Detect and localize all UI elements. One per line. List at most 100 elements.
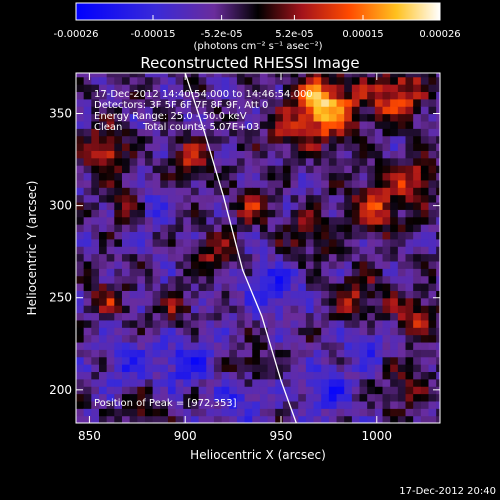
heatmap-cell	[229, 135, 238, 144]
heatmap-cell	[351, 91, 361, 100]
heatmap-cell	[321, 201, 330, 210]
heatmap-cell	[221, 319, 230, 328]
heatmap-cell	[428, 268, 437, 277]
heatmap-cell	[374, 319, 384, 328]
heatmap-cell	[221, 290, 230, 299]
heatmap-cell	[167, 165, 177, 174]
heatmap-cell	[390, 400, 399, 409]
heatmap-cell	[221, 120, 230, 129]
heatmap-cell	[206, 305, 215, 314]
heatmap-cell	[420, 408, 430, 417]
heatmap-cell	[259, 364, 269, 373]
heatmap-cell	[374, 312, 384, 321]
heatmap-cell	[405, 297, 414, 306]
heatmap-cell	[305, 143, 315, 151]
heatmap-cell	[382, 150, 391, 159]
heatmap-cell	[321, 305, 330, 314]
heatmap-cell	[229, 224, 238, 233]
heatmap-cell	[206, 319, 215, 328]
heatmap-cell	[236, 216, 246, 225]
heatmap-cell	[305, 231, 315, 240]
heatmap-cell	[144, 187, 154, 196]
heatmap-cell	[114, 179, 123, 188]
heatmap-cell	[244, 400, 253, 409]
heatmap-cell	[213, 364, 223, 373]
heatmap-cell	[198, 238, 207, 247]
heatmap-cell	[206, 275, 215, 284]
heatmap-cell	[259, 91, 269, 100]
heatmap-cell	[244, 113, 253, 122]
heatmap-cell	[344, 120, 353, 129]
heatmap-cell	[198, 135, 207, 144]
heatmap-cell	[428, 408, 437, 417]
heatmap-cell	[83, 312, 92, 321]
heatmap-cell	[236, 290, 246, 299]
heatmap-cell	[290, 386, 299, 395]
heatmap-cell	[436, 238, 440, 247]
heatmap-cell	[374, 98, 384, 107]
heatmap-cell	[121, 120, 131, 129]
heatmap-cell	[144, 91, 154, 100]
heatmap-cell	[351, 415, 361, 423]
heatmap-cell	[213, 305, 223, 314]
heatmap-cell	[144, 408, 154, 417]
heatmap-cell	[190, 209, 200, 218]
heatmap-cell	[428, 356, 437, 365]
heatmap-cell	[160, 334, 169, 343]
heatmap-cell	[137, 334, 146, 343]
heatmap-cell	[420, 224, 430, 233]
heatmap-cell	[106, 201, 115, 210]
heatmap-cell	[160, 378, 169, 387]
heatmap-cell	[129, 194, 138, 203]
heatmap-cell	[160, 386, 169, 395]
heatmap-cell	[390, 224, 399, 233]
heatmap-cell	[344, 76, 353, 85]
heatmap-cell	[305, 179, 315, 188]
heatmap-cell	[298, 238, 307, 247]
heatmap-cell	[313, 400, 322, 409]
heatmap-cell	[267, 290, 276, 299]
heatmap-cell	[183, 268, 192, 277]
heatmap-cell	[129, 283, 138, 291]
heatmap-cell	[152, 209, 161, 218]
colorbar: -0.00026 -0.00015 -5.2e-05 5.2e-05 0.00015 0.…	[54, 2, 461, 52]
heatmap-cell	[397, 290, 407, 299]
heatmap-cell	[351, 113, 361, 122]
heatmap-cell	[121, 209, 131, 218]
heatmap-cell	[83, 76, 92, 85]
heatmap-cell	[267, 179, 276, 188]
heatmap-cell	[114, 98, 123, 107]
heatmap-cell	[313, 290, 322, 299]
heatmap-cell	[259, 275, 269, 284]
heatmap-cell	[121, 408, 131, 417]
heatmap-cell	[328, 106, 338, 115]
heatmap-cell	[83, 356, 92, 365]
heatmap-cell	[160, 224, 169, 233]
heatmap-cell	[428, 135, 437, 144]
heatmap-cell	[282, 283, 292, 291]
heatmap-cell	[221, 73, 230, 78]
heatmap-cell	[413, 91, 422, 100]
heatmap-cell	[336, 135, 345, 144]
heatmap-cell	[175, 98, 184, 107]
heatmap-cell	[206, 400, 215, 409]
heatmap-cell	[213, 275, 223, 284]
heatmap-cell	[259, 297, 269, 306]
heatmap-cell	[420, 113, 430, 122]
heatmap-cell	[428, 201, 437, 210]
heatmap-cell	[160, 209, 169, 218]
heatmap-cell	[313, 216, 322, 225]
heatmap-cell	[76, 76, 85, 85]
heatmap-cell	[428, 187, 437, 196]
heatmap-cell	[183, 194, 192, 203]
heatmap-cell	[229, 98, 238, 107]
heatmap-cell	[167, 253, 177, 262]
heatmap-cell	[236, 283, 246, 291]
heatmap-cell	[290, 364, 299, 373]
heatmap-cell	[160, 356, 169, 365]
heatmap-cell	[121, 179, 131, 188]
heatmap-cell	[321, 84, 330, 93]
heatmap-cell	[229, 364, 238, 373]
heatmap-cell	[244, 253, 253, 262]
heatmap-cell	[98, 143, 108, 151]
